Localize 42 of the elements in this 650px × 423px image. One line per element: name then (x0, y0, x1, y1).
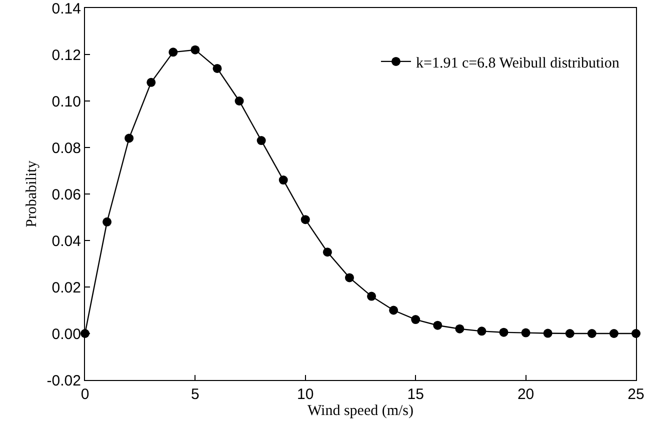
x-tick-label: 20 (517, 386, 534, 403)
point (212, 64, 222, 73)
point (587, 329, 596, 338)
y-tick-label: 0.12 (52, 46, 81, 64)
point (521, 328, 530, 338)
point (389, 306, 398, 315)
point (102, 217, 112, 226)
y-tick-label: 0.04 (52, 232, 81, 250)
point (168, 48, 178, 57)
x-axis-title: Wind speed (m/s) (307, 403, 414, 419)
y-tick-label: 0.00 (52, 326, 81, 343)
y-tick-label: -0.02 (46, 372, 81, 390)
point (146, 78, 156, 87)
y-axis-title: Probability (24, 160, 40, 228)
point (124, 134, 134, 143)
point (609, 329, 618, 338)
x-tick-label: 15 (407, 386, 424, 403)
x-tick-label: 0 (80, 386, 90, 403)
point (411, 315, 420, 324)
point (477, 326, 486, 336)
point (344, 273, 354, 282)
y-tick-label: 0.14 (52, 0, 81, 18)
point (300, 215, 310, 224)
y-tick-label: 0.08 (52, 140, 81, 157)
point (433, 320, 442, 330)
point (322, 248, 332, 257)
point (455, 324, 464, 334)
y-tick-label: 0.02 (52, 279, 81, 296)
point (367, 292, 376, 301)
x-tick-label: 25 (628, 386, 644, 403)
y-tick-label: 0.06 (52, 186, 81, 204)
x-tick-label: 5 (191, 386, 200, 403)
x-tick-label: 10 (297, 386, 314, 403)
point (499, 328, 508, 337)
point (234, 96, 244, 106)
point (190, 45, 200, 54)
legend-label: k=1.91 c=6.8 Weibull distribution (416, 55, 620, 72)
point (278, 176, 288, 185)
point (565, 329, 574, 338)
point (543, 328, 552, 338)
point (256, 136, 266, 146)
y-tick-label: 0.10 (52, 93, 81, 110)
